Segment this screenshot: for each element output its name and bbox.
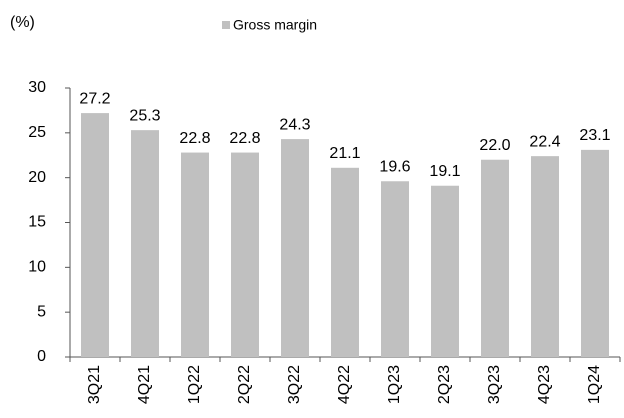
bar	[181, 152, 209, 357]
y-tick-label: 5	[37, 303, 46, 320]
x-tick-label: 4Q21	[136, 365, 153, 404]
bar	[331, 167, 359, 357]
y-tick-label: 30	[28, 79, 46, 96]
x-tick-label: 1Q23	[386, 365, 403, 404]
bar	[531, 156, 559, 357]
legend-label: Gross margin	[233, 17, 317, 33]
value-label: 27.2	[79, 90, 110, 107]
bar	[431, 185, 459, 357]
x-tick-label: 4Q22	[336, 365, 353, 404]
y-tick-label: 15	[28, 214, 46, 231]
y-tick-label: 0	[37, 348, 46, 365]
value-label: 22.8	[229, 130, 260, 147]
bar	[231, 152, 259, 357]
bar	[381, 181, 409, 357]
x-tick-label: 3Q23	[486, 365, 503, 404]
value-label: 19.6	[379, 158, 410, 175]
bar	[581, 149, 609, 357]
value-label: 22.8	[179, 130, 210, 147]
x-tick-label: 2Q22	[236, 365, 253, 404]
bar	[481, 159, 509, 357]
x-tick-label: 2Q23	[436, 365, 453, 404]
value-label: 19.1	[429, 163, 460, 180]
bar	[131, 130, 159, 357]
bar	[81, 113, 109, 358]
x-tick-label: 4Q23	[536, 365, 553, 404]
x-tick-label: 1Q22	[186, 365, 203, 404]
value-label: 22.4	[529, 133, 560, 150]
y-tick-label: 20	[28, 169, 46, 186]
value-label: 22.0	[479, 137, 510, 154]
value-label: 23.1	[579, 127, 610, 144]
y-tick-label: 25	[28, 124, 46, 141]
legend-swatch	[222, 21, 230, 29]
x-tick-label: 3Q21	[86, 365, 103, 404]
value-label: 25.3	[129, 107, 160, 124]
value-label: 21.1	[329, 145, 360, 162]
y-axis-label: (%)	[10, 14, 35, 31]
value-label: 24.3	[279, 116, 310, 133]
bar	[281, 139, 309, 357]
x-tick-label: 3Q22	[286, 365, 303, 404]
y-tick-label: 10	[28, 259, 46, 276]
x-tick-label: 1Q24	[586, 365, 603, 404]
